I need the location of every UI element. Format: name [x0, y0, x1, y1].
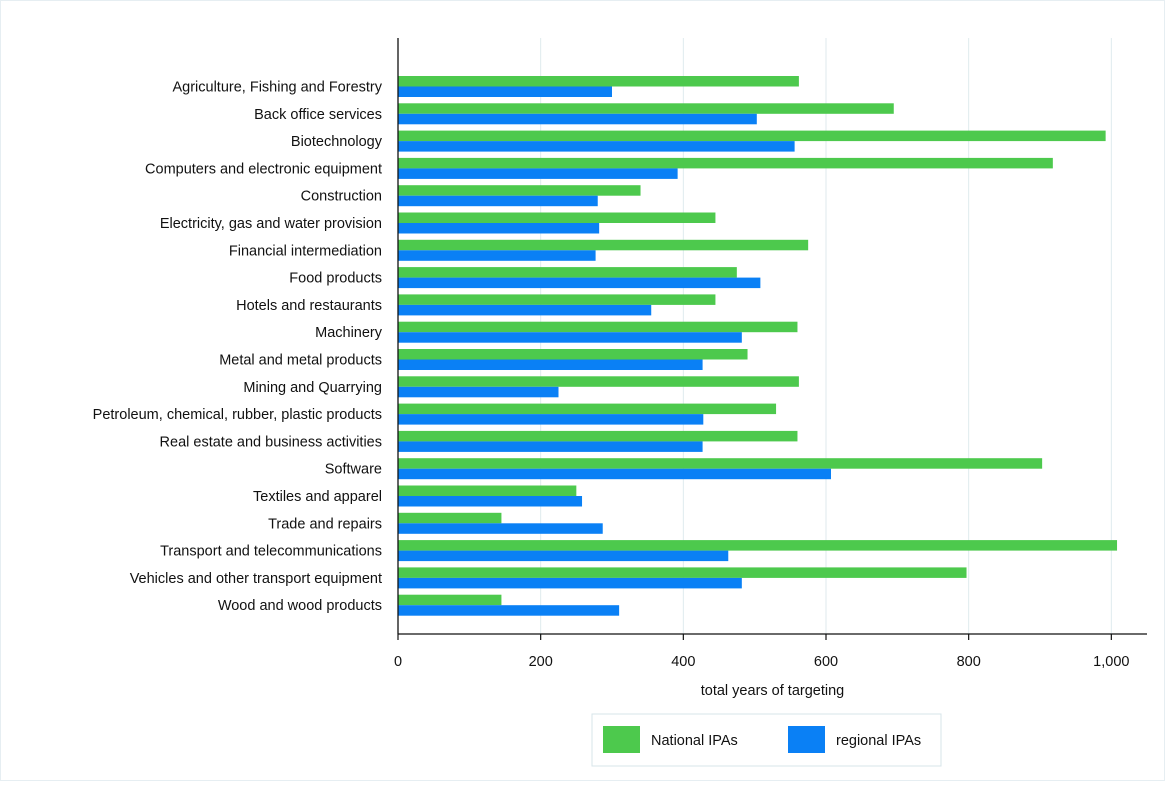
category-label-vehicles-and-other-transport-equipment: Vehicles and other transport equipment: [130, 571, 382, 587]
bar-national-ipas-vehicles-and-other-transport-equipment: [398, 567, 967, 578]
bar-regional-ipas-agriculture-fishing-and-forestry: [398, 86, 612, 97]
category-label-food-products: Food products: [289, 271, 382, 287]
bar-national-ipas-petroleum-chemical-rubber-plastic-products: [398, 403, 777, 415]
bar-national-ipas-wood-and-wood-products: [398, 594, 502, 606]
bar-regional-ipas-software: [398, 468, 831, 480]
bar-national-ipas-mining-and-quarrying: [398, 376, 799, 387]
category-label-metal-and-metal-products: Metal and metal products: [219, 353, 382, 369]
bar-national-ipas-transport-and-telecommunications: [398, 540, 1118, 551]
category-label-real-estate-and-business-activities: Real estate and business activities: [160, 434, 382, 450]
x-tick-label-0: 0: [394, 654, 402, 670]
bar-national-ipas-hotels-and-restaurants: [398, 294, 716, 305]
category-label-construction: Construction: [301, 189, 382, 205]
legend-box: [591, 713, 942, 767]
category-label-wood-and-wood-products: Wood and wood products: [218, 598, 382, 614]
category-label-hotels-and-restaurants: Hotels and restaurants: [236, 298, 382, 314]
x-axis-title: total years of targeting: [701, 683, 844, 699]
bar-regional-ipas-biotechnology: [398, 141, 795, 152]
bar-national-ipas-agriculture-fishing-and-forestry: [398, 76, 799, 87]
bar-national-ipas-food-products: [398, 267, 737, 278]
bar-national-ipas-trade-and-repairs: [398, 512, 502, 524]
category-label-machinery: Machinery: [315, 325, 383, 341]
bar-national-ipas-financial-intermediation: [398, 239, 809, 251]
category-label-software: Software: [325, 462, 382, 478]
bar-national-ipas-back-office-services: [398, 103, 894, 114]
bar-national-ipas-electricity-gas-and-water-provision: [398, 212, 716, 223]
legend: National IPAs regional IPAs: [591, 713, 942, 767]
category-label-back-office-services: Back office services: [254, 107, 382, 123]
bar-national-ipas-biotechnology: [398, 130, 1106, 142]
category-labels: Agriculture, Fishing and Forestry Back of…: [93, 80, 383, 615]
bar-regional-ipas-vehicles-and-other-transport-equipment: [398, 577, 742, 589]
bar-regional-ipas-construction: [398, 195, 598, 207]
x-tick-label-3: 600: [814, 654, 838, 670]
legend-label-national-ipas: National IPAs: [651, 733, 738, 749]
bar-national-ipas-real-estate-and-business-activities: [398, 430, 798, 442]
bar-regional-ipas-electricity-gas-and-water-provision: [398, 223, 600, 234]
x-tick-labels: 0 200 400 600 800 1,000: [394, 654, 1130, 670]
legend-swatch-national-ipas: [603, 726, 640, 753]
category-label-financial-intermediation: Financial intermediation: [229, 243, 382, 259]
bar-national-ipas-computers-and-electronic-equipment: [398, 157, 1053, 169]
category-label-mining-and-quarrying: Mining and Quarrying: [243, 380, 382, 396]
x-tick-label-2: 400: [671, 654, 695, 670]
bar-regional-ipas-mining-and-quarrying: [398, 386, 559, 398]
axes: [397, 38, 1147, 640]
bar-regional-ipas-metal-and-metal-products: [398, 359, 703, 370]
category-label-textiles-and-apparel: Textiles and apparel: [253, 489, 382, 505]
bar-regional-ipas-real-estate-and-business-activities: [398, 441, 703, 452]
x-tick-label-5: 1,000: [1093, 654, 1129, 670]
bar-national-ipas-metal-and-metal-products: [398, 349, 748, 360]
bar-regional-ipas-petroleum-chemical-rubber-plastic-products: [398, 414, 704, 425]
bar-regional-ipas-textiles-and-apparel: [398, 496, 583, 507]
legend-label-regional-ipas: regional IPAs: [836, 733, 921, 749]
bar-national-ipas-machinery: [398, 321, 798, 333]
bar-national-ipas-software: [398, 458, 1043, 469]
category-label-petroleum-chemical-rubber-plastic-products: Petroleum, chemical, rubber, plastic pro…: [93, 407, 382, 423]
category-label-computers-and-electronic-equipment: Computers and electronic equipment: [145, 161, 382, 177]
category-label-trade-and-repairs: Trade and repairs: [268, 516, 382, 532]
bar-regional-ipas-computers-and-electronic-equipment: [398, 168, 678, 179]
x-tick-label-4: 800: [957, 654, 981, 670]
category-label-agriculture-fishing-and-forestry: Agriculture, Fishing and Forestry: [172, 80, 382, 96]
bar-regional-ipas-hotels-and-restaurants: [398, 304, 652, 316]
legend-swatch-regional-ipas: [788, 726, 825, 753]
bar-regional-ipas-machinery: [398, 332, 742, 343]
bar-national-ipas-textiles-and-apparel: [398, 485, 577, 496]
bar-regional-ipas-transport-and-telecommunications: [398, 550, 729, 562]
bar-regional-ipas-food-products: [398, 277, 761, 289]
bar-regional-ipas-trade-and-repairs: [398, 523, 603, 534]
bars: [398, 76, 1118, 616]
bar-regional-ipas-back-office-services: [398, 113, 757, 125]
bar-regional-ipas-financial-intermediation: [398, 250, 596, 261]
category-label-electricity-gas-and-water-provision: Electricity, gas and water provision: [160, 216, 382, 232]
bar-regional-ipas-wood-and-wood-products: [398, 605, 620, 616]
x-tick-label-1: 200: [529, 654, 553, 670]
bar-national-ipas-construction: [398, 185, 641, 196]
category-label-biotechnology: Biotechnology: [291, 134, 383, 150]
category-label-transport-and-telecommunications: Transport and telecommunications: [160, 544, 382, 560]
